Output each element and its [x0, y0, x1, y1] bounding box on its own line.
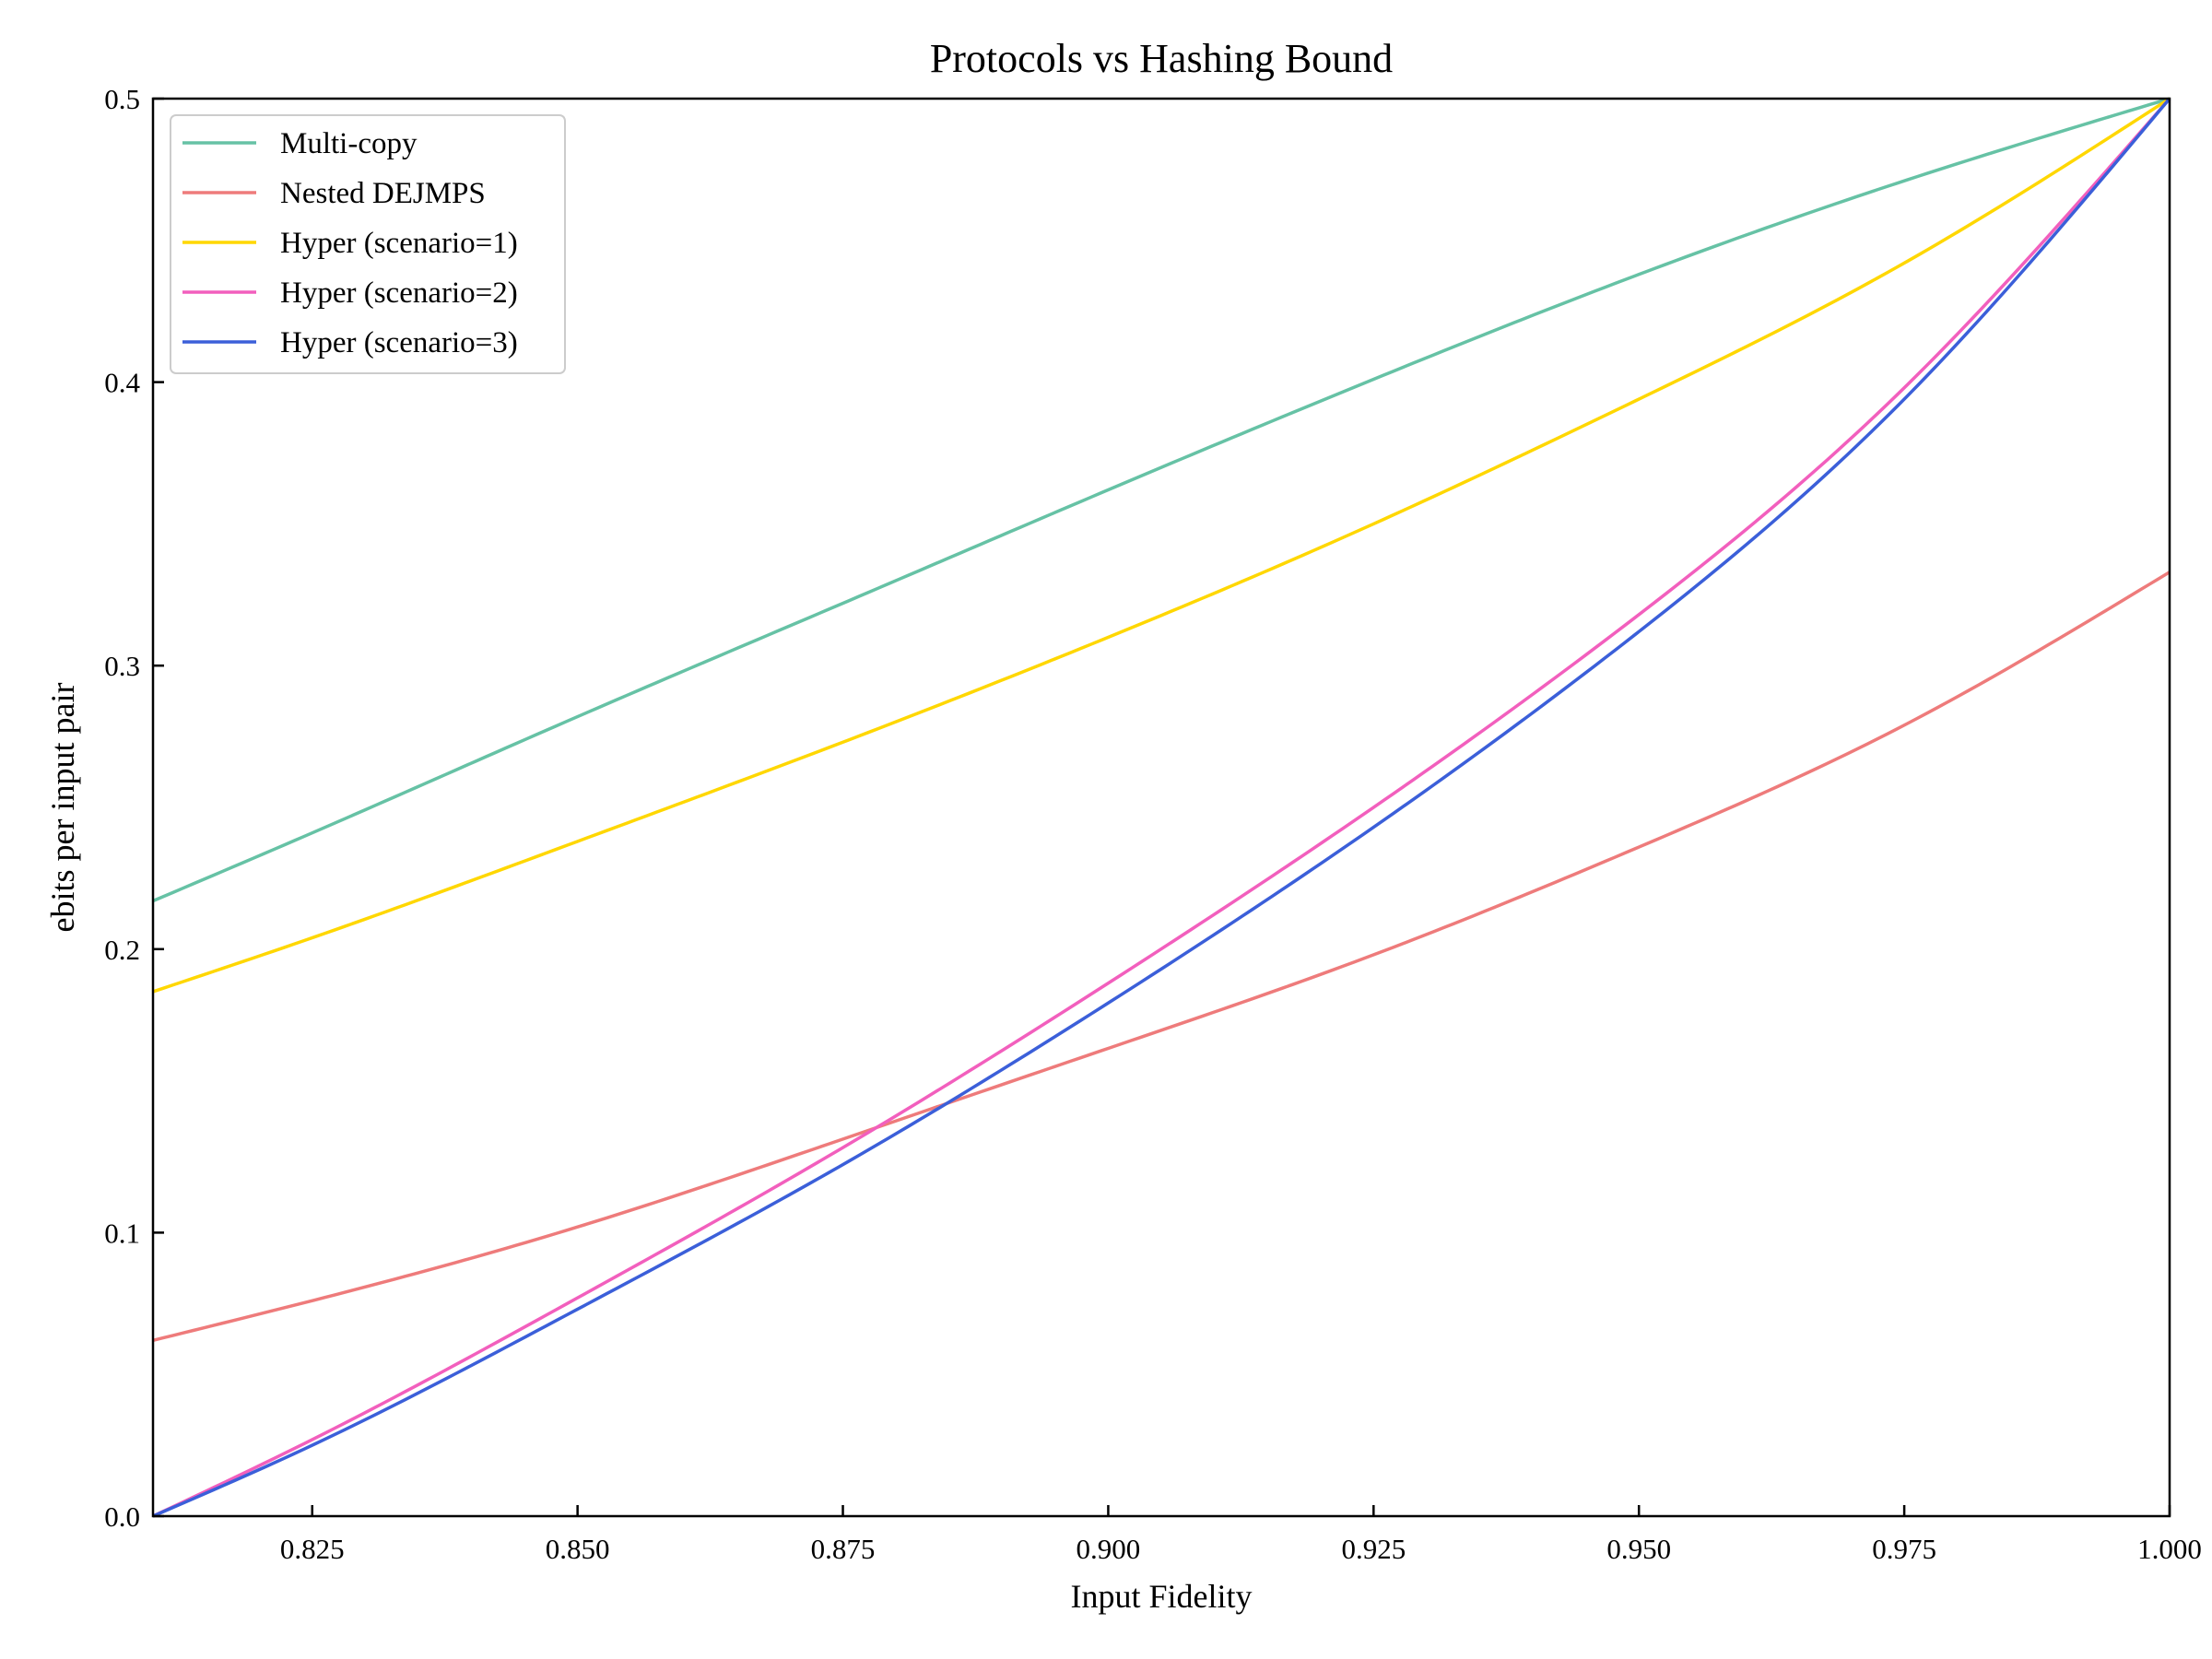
legend-label-4: Hyper (scenario=2)	[280, 276, 518, 310]
legend-label-2: Nested DEJMPS	[280, 177, 486, 210]
ticks-layer: 0.825 0.850 0.875 0.900 0.925 0.950 0.975 1.000…	[104, 83, 2202, 1565]
series-line-3	[152, 97, 2171, 994]
legend-label-1: Multi-copy	[280, 127, 418, 160]
y-tick-label: 0.2	[104, 934, 140, 966]
y-axis-label: ebits per input pair	[44, 683, 81, 933]
x-tick-label: 0.950	[1606, 1533, 1671, 1565]
y-tick-label: 0.5	[104, 83, 140, 115]
y-tick-label: 0.4	[104, 367, 140, 399]
x-tick-label: 0.825	[280, 1533, 345, 1565]
series-layer	[152, 97, 2171, 1518]
legend-box	[170, 114, 566, 374]
y-tick-label: 0.1	[104, 1217, 140, 1249]
x-tick-label: 0.850	[546, 1533, 610, 1565]
x-tick-label: 0.875	[811, 1533, 876, 1565]
series-line-2	[152, 571, 2171, 1342]
legend-label-3: Hyper (scenario=1)	[280, 227, 518, 260]
legend: Multi-copy Nested DEJMPS Hyper (scenario=1…	[170, 114, 566, 374]
series-line-5	[152, 97, 2171, 1518]
y-tick-label: 0.3	[104, 650, 140, 682]
x-tick-label: 0.925	[1341, 1533, 1406, 1565]
series-line-1	[152, 97, 2171, 903]
x-tick-label: 0.900	[1077, 1533, 1141, 1565]
x-axis-label: Input Fidelity	[1071, 1578, 1253, 1615]
plot-frame	[151, 97, 2171, 1518]
x-tick-label: 1.000	[2137, 1533, 2202, 1565]
legend-label-5: Hyper (scenario=3)	[280, 326, 518, 359]
series-line-4	[152, 97, 2171, 1518]
chart-title: Protocols vs Hashing Bound	[930, 36, 1393, 81]
y-tick-label: 0.0	[104, 1500, 140, 1533]
x-tick-label: 0.975	[1872, 1533, 1936, 1565]
